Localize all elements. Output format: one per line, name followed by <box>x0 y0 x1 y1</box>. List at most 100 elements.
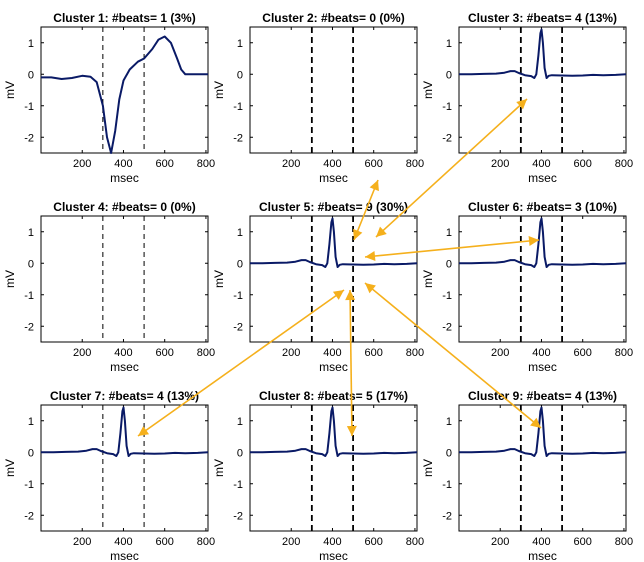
y-tick-label: 1 <box>446 38 452 50</box>
y-tick-label: -2 <box>233 510 243 522</box>
ecg-trace-line <box>41 406 209 457</box>
x-tick-label: 800 <box>615 536 633 548</box>
x-tick-label: 200 <box>491 158 509 170</box>
link-arrow <box>353 179 379 241</box>
panel-title: Cluster 6: #beats= 3 (10%) <box>468 200 617 214</box>
y-tick-label: -1 <box>442 479 452 491</box>
y-tick-label: -1 <box>442 290 452 302</box>
arrow-head <box>345 290 356 301</box>
y-tick-label: -2 <box>442 510 452 522</box>
ecg-trace-line <box>41 35 208 154</box>
x-tick-label: 400 <box>532 347 550 359</box>
x-tick-label: 400 <box>323 158 341 170</box>
x-tick-label: 200 <box>491 536 509 548</box>
x-tick-label: 400 <box>532 158 550 170</box>
panel-title: Cluster 3: #beats= 4 (13%) <box>468 11 617 25</box>
x-tick-label: 200 <box>282 347 300 359</box>
link-arrow <box>137 289 345 437</box>
y-tick-label: -1 <box>233 479 243 491</box>
x-tick-label: 400 <box>114 347 132 359</box>
y-tick-label: 0 <box>28 258 34 270</box>
panel-title: Cluster 1: #beats= 1 (3%) <box>53 11 195 25</box>
panel-9: Cluster 9: #beats= 4 (13%) 200 400 600 800 1 0… <box>421 389 633 562</box>
x-tick-label: 200 <box>73 158 91 170</box>
y-tick-label: 0 <box>237 258 243 270</box>
y-tick-label: 1 <box>28 38 34 50</box>
x-axis-label: msec <box>528 360 557 374</box>
x-tick-label: 400 <box>532 536 550 548</box>
y-tick-label: -1 <box>233 290 243 302</box>
ecg-trace-line <box>459 28 627 79</box>
arrow-shaft <box>349 289 353 437</box>
panel-title: Cluster 9: #beats= 4 (13%) <box>468 389 617 403</box>
y-axis-label: mV <box>421 459 435 477</box>
x-tick-label: 400 <box>323 347 341 359</box>
x-axis-label: msec <box>528 171 557 185</box>
x-tick-label: 600 <box>574 347 592 359</box>
axes-frame <box>249 26 418 154</box>
axes-frame <box>40 215 209 343</box>
arrow-head <box>353 228 363 240</box>
axes-frame <box>40 26 209 154</box>
arrow-head <box>365 251 376 262</box>
x-tick-label: 600 <box>156 158 174 170</box>
y-axis-label: mV <box>212 459 226 477</box>
arrow-head <box>346 425 357 436</box>
link-arrow <box>345 289 357 437</box>
y-tick-label: 1 <box>28 416 34 428</box>
y-tick-label: -1 <box>233 101 243 113</box>
x-tick-label: 800 <box>197 347 215 359</box>
y-axis-label: mV <box>421 270 435 288</box>
y-tick-label: -2 <box>233 321 243 333</box>
y-tick-label: 0 <box>28 69 34 81</box>
y-axis-label: mV <box>3 270 17 288</box>
arrow-head <box>516 99 527 110</box>
arrow-shaft <box>137 289 345 437</box>
y-tick-label: -2 <box>24 321 34 333</box>
x-axis-label: msec <box>319 549 348 562</box>
y-tick-label: 1 <box>237 416 243 428</box>
y-axis-label: mV <box>212 81 226 99</box>
arrow-head <box>332 290 344 300</box>
y-tick-label: 0 <box>28 447 34 459</box>
x-tick-label: 200 <box>73 347 91 359</box>
y-tick-label: 1 <box>237 38 243 50</box>
x-tick-label: 200 <box>282 536 300 548</box>
panel-8: Cluster 8: #beats= 5 (17%) 200 400 600 800 1 0… <box>212 389 424 562</box>
x-axis-label: msec <box>110 171 139 185</box>
x-tick-label: 200 <box>491 347 509 359</box>
ecg-trace-line <box>250 406 418 457</box>
panel-title: Cluster 8: #beats= 5 (17%) <box>259 389 408 403</box>
x-tick-label: 800 <box>615 158 633 170</box>
x-axis-label: msec <box>528 549 557 562</box>
panel-4: Cluster 4: #beats= 0 (0%) 200 400 600 800 1 0 -… <box>3 200 215 374</box>
arrow-shaft <box>364 239 540 258</box>
y-tick-label: -1 <box>442 101 452 113</box>
y-tick-label: 0 <box>446 258 452 270</box>
y-tick-label: 0 <box>446 69 452 81</box>
link-arrow <box>364 235 540 262</box>
y-tick-label: 1 <box>446 416 452 428</box>
arrow-head <box>138 426 150 436</box>
arrow-shaft <box>364 282 542 429</box>
y-tick-label: -2 <box>233 132 243 144</box>
x-tick-label: 800 <box>406 347 424 359</box>
link-arrow <box>364 282 542 429</box>
x-tick-label: 600 <box>365 536 383 548</box>
panel-6: Cluster 6: #beats= 3 (10%) 200 400 600 800 1 0… <box>421 200 633 374</box>
arrows-layer <box>137 98 542 437</box>
x-tick-label: 400 <box>114 158 132 170</box>
panel-title: Cluster 7: #beats= 4 (13%) <box>50 389 199 403</box>
y-tick-label: 1 <box>28 227 34 239</box>
panel-2: Cluster 2: #beats= 0 (0%) 200 400 600 800 1 0 -… <box>212 11 424 185</box>
x-tick-label: 600 <box>365 347 383 359</box>
panel-title: Cluster 5: #beats= 9 (30%) <box>259 200 408 214</box>
y-axis-label: mV <box>3 81 17 99</box>
x-axis-label: msec <box>110 360 139 374</box>
x-tick-label: 800 <box>406 158 424 170</box>
arrow-head <box>365 283 376 294</box>
arrow-head <box>530 417 541 428</box>
x-tick-label: 800 <box>406 536 424 548</box>
panel-title: Cluster 4: #beats= 0 (0%) <box>53 200 195 214</box>
